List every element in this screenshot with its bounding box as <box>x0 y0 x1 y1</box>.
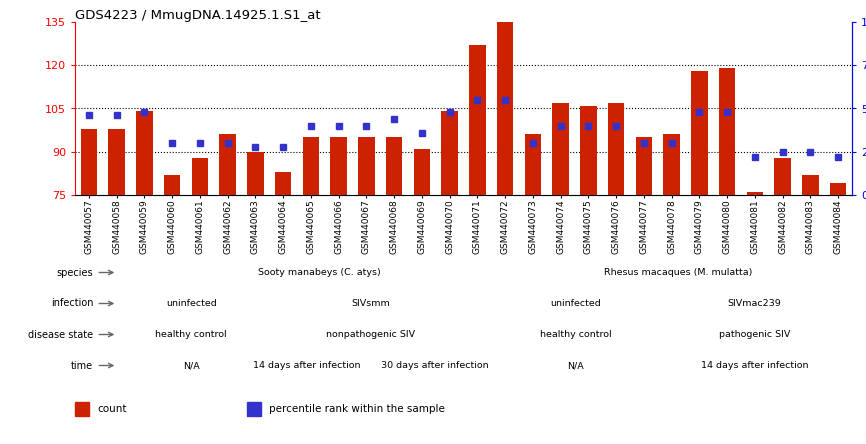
Bar <box>442 111 458 195</box>
Text: healthy control: healthy control <box>540 330 611 339</box>
Bar <box>81 129 97 195</box>
Bar <box>746 192 763 195</box>
Bar <box>525 135 541 195</box>
Bar <box>330 137 347 195</box>
Bar <box>275 172 292 195</box>
Text: time: time <box>71 361 94 370</box>
Bar <box>802 175 818 195</box>
Text: count: count <box>97 404 126 414</box>
Text: disease state: disease state <box>28 329 94 340</box>
Bar <box>219 135 236 195</box>
Bar <box>164 175 180 195</box>
Text: infection: infection <box>51 298 94 309</box>
Text: N/A: N/A <box>567 361 584 370</box>
Bar <box>247 402 262 416</box>
Bar <box>191 158 208 195</box>
Text: SIVsmm: SIVsmm <box>351 299 390 308</box>
Text: SIVmac239: SIVmac239 <box>727 299 781 308</box>
Text: 14 days after infection: 14 days after infection <box>701 361 808 370</box>
Text: Sooty manabeys (C. atys): Sooty manabeys (C. atys) <box>258 268 381 277</box>
Text: uninfected: uninfected <box>550 299 601 308</box>
Text: 14 days after infection: 14 days after infection <box>253 361 360 370</box>
Bar <box>136 111 152 195</box>
Bar <box>719 68 735 195</box>
Bar <box>580 106 597 195</box>
Text: N/A: N/A <box>183 361 199 370</box>
Text: species: species <box>56 267 94 278</box>
Bar <box>414 149 430 195</box>
Text: nonpathogenic SIV: nonpathogenic SIV <box>326 330 415 339</box>
Bar <box>608 103 624 195</box>
Text: healthy control: healthy control <box>155 330 227 339</box>
Bar <box>830 183 846 195</box>
Bar <box>247 152 264 195</box>
Bar <box>75 402 89 416</box>
Bar <box>469 45 486 195</box>
Bar <box>663 135 680 195</box>
Bar <box>108 129 125 195</box>
Bar <box>358 137 375 195</box>
Text: 30 days after infection: 30 days after infection <box>381 361 488 370</box>
Bar <box>636 137 652 195</box>
Text: GDS4223 / MmugDNA.14925.1.S1_at: GDS4223 / MmugDNA.14925.1.S1_at <box>75 8 320 21</box>
Text: uninfected: uninfected <box>166 299 216 308</box>
Bar <box>385 137 403 195</box>
Bar <box>774 158 791 195</box>
Text: Rhesus macaques (M. mulatta): Rhesus macaques (M. mulatta) <box>604 268 752 277</box>
Bar <box>497 22 514 195</box>
Bar <box>553 103 569 195</box>
Text: pathogenic SIV: pathogenic SIV <box>719 330 791 339</box>
Text: percentile rank within the sample: percentile rank within the sample <box>269 404 445 414</box>
Bar <box>691 71 708 195</box>
Bar <box>302 137 320 195</box>
